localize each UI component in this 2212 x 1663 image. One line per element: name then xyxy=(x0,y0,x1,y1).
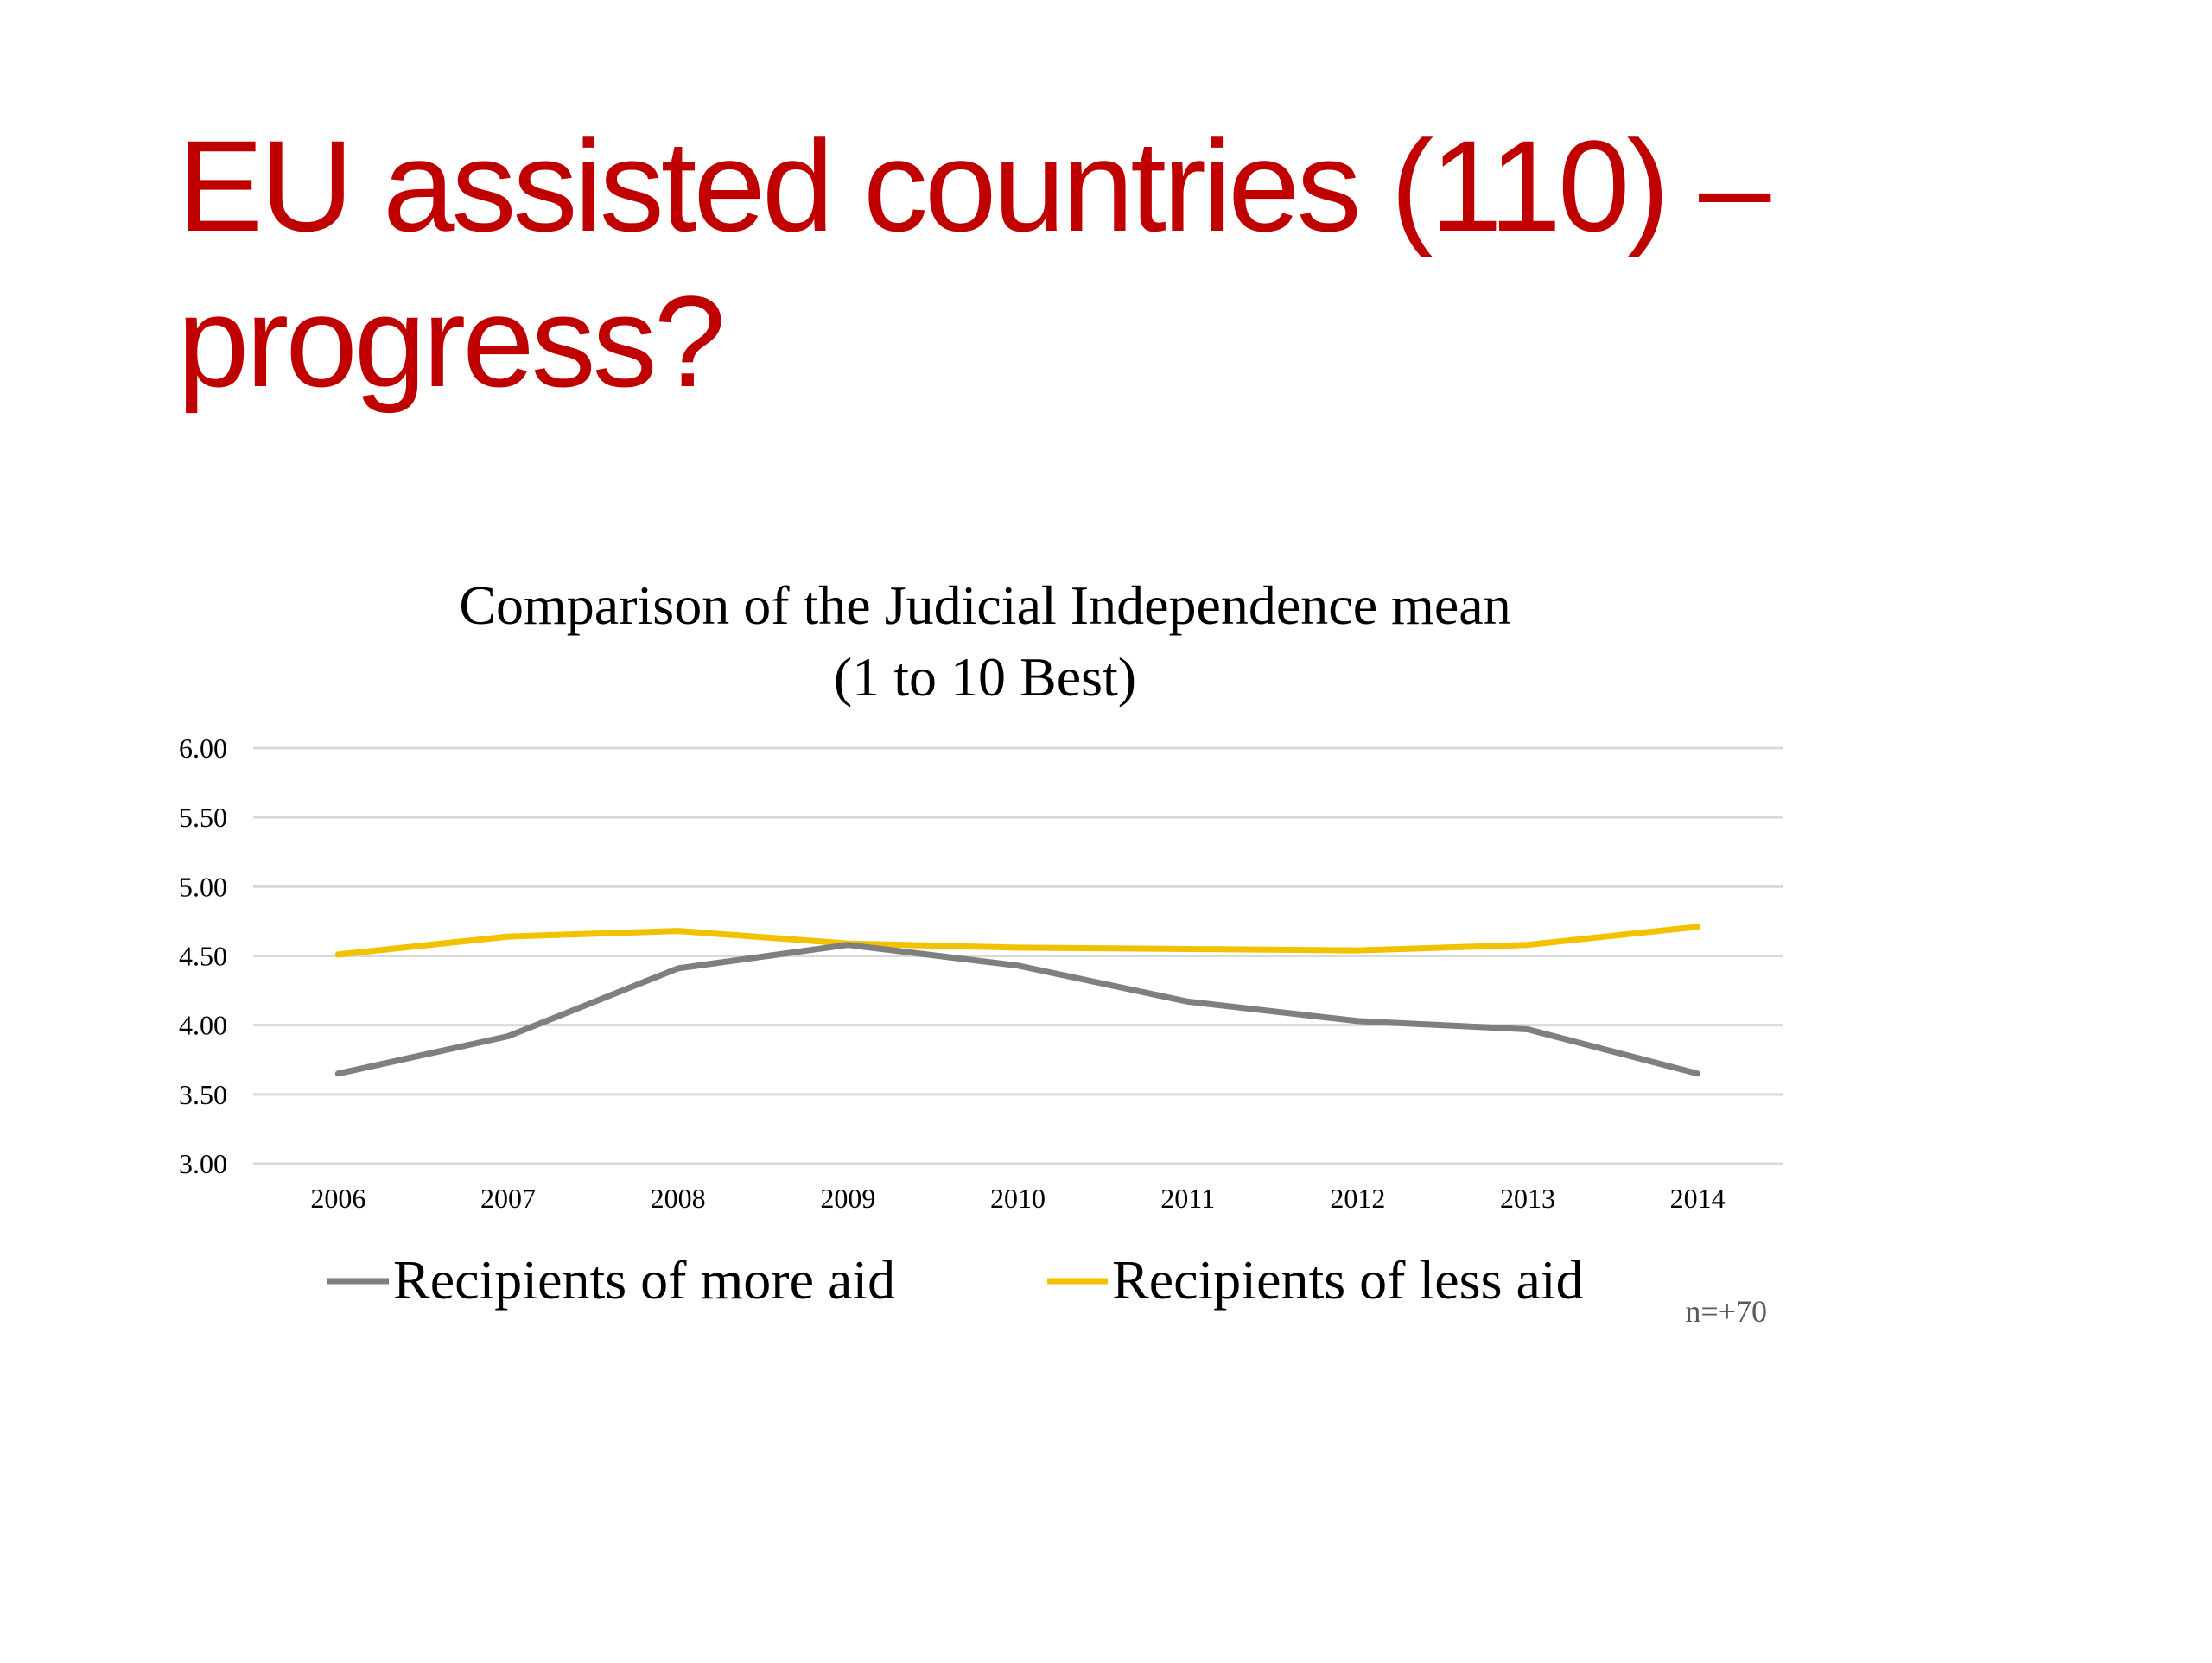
y-tick-label: 5.50 xyxy=(179,802,227,833)
y-tick-label: 5.00 xyxy=(179,871,227,902)
x-axis-tick-labels: 2006 2007 2008 2009 2010 2011 2012 2013 2014 xyxy=(310,1183,1725,1214)
x-tick-label: 2007 xyxy=(480,1183,536,1214)
x-tick-label: 2006 xyxy=(310,1183,365,1214)
chart-subtitle: (1 to 10 Best) xyxy=(834,646,1136,708)
y-tick-label: 6.00 xyxy=(179,733,227,764)
y-tick-label: 3.00 xyxy=(179,1148,227,1179)
sample-size-annotation: n=+70 xyxy=(1685,1294,1767,1329)
x-tick-label: 2011 xyxy=(1160,1183,1215,1214)
legend: Recipients of more aid Recipients of less… xyxy=(327,1249,1584,1311)
series-line-less-aid xyxy=(338,927,1697,955)
y-tick-label: 4.00 xyxy=(179,1010,227,1041)
legend-label: Recipients of less aid xyxy=(1112,1249,1584,1311)
y-axis-tick-labels: 3.00 3.50 4.00 4.50 5.00 5.50 6.00 xyxy=(179,733,227,1179)
x-tick-label: 2013 xyxy=(1500,1183,1555,1214)
series-line-more-aid xyxy=(338,945,1697,1074)
chart-title: Comparison of the Judicial Independence … xyxy=(459,574,1510,636)
series-lines xyxy=(338,927,1698,1074)
x-tick-label: 2012 xyxy=(1330,1183,1385,1214)
x-tick-label: 2014 xyxy=(1670,1183,1726,1214)
x-tick-label: 2008 xyxy=(651,1183,706,1214)
x-tick-label: 2009 xyxy=(820,1183,875,1214)
y-tick-label: 4.50 xyxy=(179,941,227,972)
legend-label: Recipients of more aid xyxy=(393,1249,895,1311)
y-tick-label: 3.50 xyxy=(179,1079,227,1110)
x-tick-label: 2010 xyxy=(990,1183,1046,1214)
gridlines xyxy=(253,748,1783,1164)
